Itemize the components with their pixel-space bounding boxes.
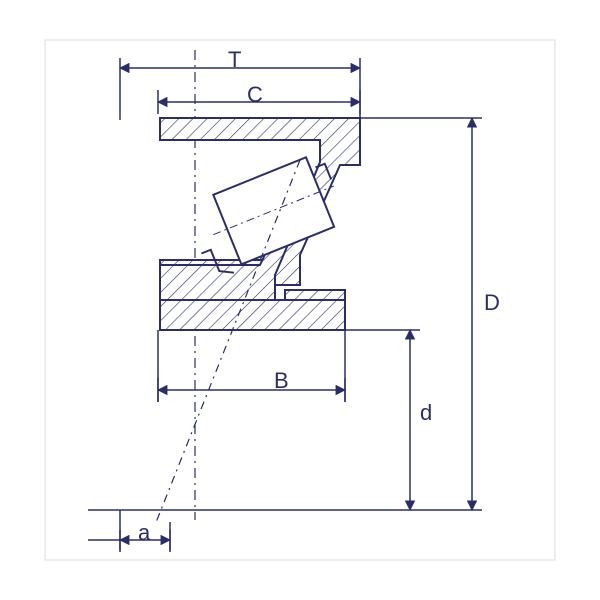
bearing-diagram-svg — [0, 0, 600, 600]
label-B: B — [274, 368, 289, 394]
label-T: T — [228, 47, 241, 73]
label-D: D — [484, 290, 500, 316]
label-d: d — [420, 400, 432, 426]
label-a: a — [138, 520, 150, 546]
label-C: C — [247, 82, 263, 108]
diagram-stage: T C B d D a — [0, 0, 600, 600]
